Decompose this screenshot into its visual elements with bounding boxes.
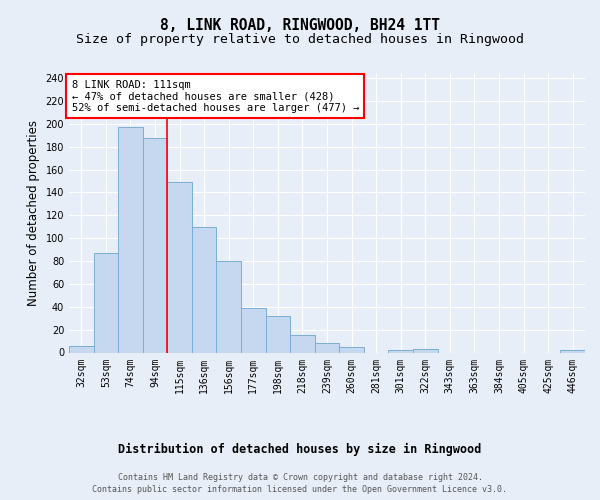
Y-axis label: Number of detached properties: Number of detached properties xyxy=(27,120,40,306)
Bar xyxy=(266,316,290,352)
Bar xyxy=(241,308,266,352)
Bar xyxy=(69,346,94,352)
Bar xyxy=(167,182,192,352)
Bar xyxy=(143,138,167,352)
Bar xyxy=(192,227,217,352)
Text: Contains public sector information licensed under the Open Government Licence v3: Contains public sector information licen… xyxy=(92,485,508,494)
Text: Distribution of detached houses by size in Ringwood: Distribution of detached houses by size … xyxy=(118,442,482,456)
Bar xyxy=(118,128,143,352)
Bar xyxy=(413,349,437,352)
Bar xyxy=(388,350,413,352)
Text: 8, LINK ROAD, RINGWOOD, BH24 1TT: 8, LINK ROAD, RINGWOOD, BH24 1TT xyxy=(160,18,440,32)
Text: 8 LINK ROAD: 111sqm
← 47% of detached houses are smaller (428)
52% of semi-detac: 8 LINK ROAD: 111sqm ← 47% of detached ho… xyxy=(71,80,359,112)
Bar xyxy=(315,344,339,352)
Bar xyxy=(217,261,241,352)
Text: Contains HM Land Registry data © Crown copyright and database right 2024.: Contains HM Land Registry data © Crown c… xyxy=(118,472,482,482)
Bar xyxy=(290,336,315,352)
Bar xyxy=(339,347,364,352)
Bar xyxy=(94,253,118,352)
Bar xyxy=(560,350,585,352)
Text: Size of property relative to detached houses in Ringwood: Size of property relative to detached ho… xyxy=(76,32,524,46)
